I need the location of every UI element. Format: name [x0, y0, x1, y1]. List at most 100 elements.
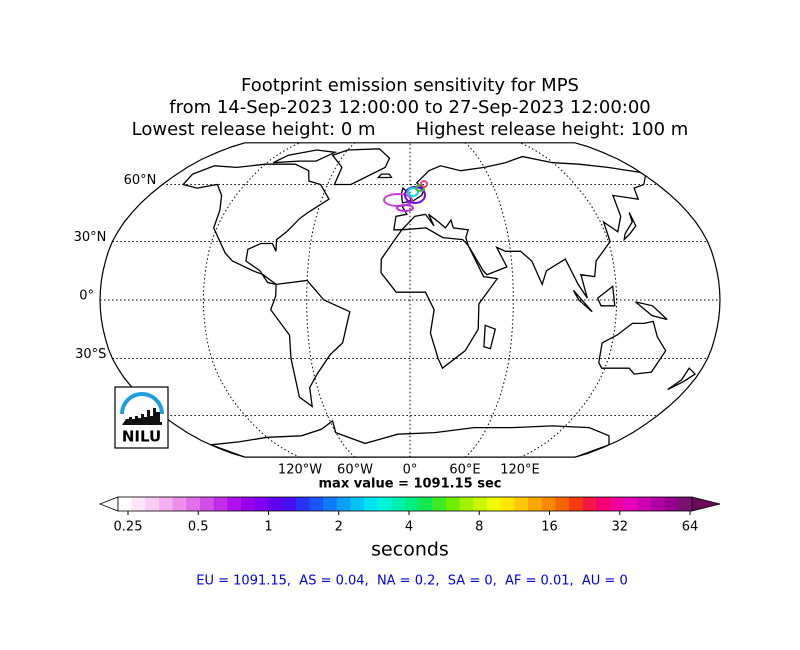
colorbar-segment [500, 497, 515, 511]
land-outline [269, 279, 351, 408]
logo-skyline [122, 408, 162, 425]
colorbar-segment [459, 497, 474, 511]
land-outline [596, 285, 616, 307]
plume-blob [396, 204, 414, 212]
colorbar-segment [309, 497, 324, 511]
title-line: Lowest release height: 0 m Highest relea… [132, 119, 689, 140]
logo-arc [120, 392, 164, 415]
meridian [202, 142, 301, 458]
colorbar-segment [282, 497, 297, 511]
colorbar-segment [610, 497, 625, 511]
colorbar-frame [117, 496, 693, 512]
colorbar-segment [350, 497, 365, 511]
land-outline [272, 149, 338, 164]
colorbar-segment [487, 497, 502, 511]
title-line: Footprint emission sensitivity for MPS [241, 75, 579, 96]
colorbar-tick-label: 64 [682, 520, 699, 535]
land [181, 148, 697, 458]
colorbar-tick-label: 0.5 [188, 520, 209, 535]
colorbar: 0.25 0.5 1 2 4 8 16 32 64 [98, 496, 721, 535]
colorbar-segment [555, 497, 570, 511]
colorbar-segment [473, 497, 488, 511]
colorbar-tick-label: 8 [475, 520, 483, 535]
colorbar-segment [323, 497, 338, 511]
colorbar-segment [131, 497, 146, 511]
colorbar-segment [514, 497, 529, 511]
colorbar-segment [405, 497, 420, 511]
lon-label: 120°W [278, 463, 322, 478]
colorbar-segment [172, 497, 187, 511]
lat-label: 0° [79, 289, 94, 304]
colorbar-segment [651, 497, 666, 511]
plume-blob [407, 187, 419, 197]
colorbar-tick-label: 2 [335, 520, 343, 535]
plume-blob [404, 186, 426, 204]
lat-label: 30°S [75, 347, 106, 362]
lat-label: 60°N [124, 173, 157, 188]
land-outline [380, 227, 499, 370]
land-outline [210, 419, 610, 458]
lat-label: 30°N [74, 230, 107, 245]
map-border [99, 142, 721, 458]
max-value: max value = 1091.15 sec [319, 477, 502, 492]
colorbar-segment [377, 497, 392, 511]
land-outline [393, 155, 647, 299]
summary: EU = 1091.15, AS = 0.04, NA = 0.2, SA = … [196, 574, 627, 589]
plume-blob [420, 180, 428, 188]
land-outline [376, 173, 393, 179]
land-outline [331, 148, 391, 186]
colorbar-segment [213, 497, 228, 511]
lon-label: 60°E [449, 463, 480, 478]
colorbar-segment [200, 497, 215, 511]
lon-label: 0° [403, 463, 418, 478]
meridian [306, 142, 356, 458]
colorbar-segment [391, 497, 406, 511]
colorbar-segment [227, 497, 242, 511]
title-line: from 14-Sep-2023 12:00:00 to 27-Sep-2023… [169, 97, 651, 118]
colorbar-segment [569, 497, 584, 511]
colorbar-segment [336, 497, 351, 511]
lon-label: 60°W [337, 463, 373, 478]
colorbar-segment [637, 497, 652, 511]
land-outline [483, 324, 497, 350]
land-outline [181, 163, 330, 286]
logo-text: NILU [122, 428, 161, 446]
colorbar-segment [254, 497, 269, 511]
colorbar-over [691, 496, 721, 512]
colorbar-tick-label: 32 [611, 520, 628, 535]
meridian [464, 142, 514, 458]
colorbar-segment [418, 497, 433, 511]
colorbar-segment [268, 497, 283, 511]
colorbar-segment [432, 497, 447, 511]
colorbar-tick-label: 1 [264, 520, 272, 535]
colorbar-segment [582, 497, 597, 511]
colorbar-segment [623, 497, 638, 511]
land-outline [572, 289, 593, 313]
plume [383, 180, 428, 212]
colorbar-segment [596, 497, 611, 511]
colorbar-segment [446, 497, 461, 511]
colorbar-tick-label: 4 [405, 520, 413, 535]
lon-label: 120°E [500, 463, 540, 478]
colorbar-segment [145, 497, 160, 511]
colorbar-tick-label: 0.25 [114, 520, 143, 535]
land-outline [635, 301, 668, 321]
colorbar-tick-label: 16 [541, 520, 558, 535]
colorbar-segment [664, 497, 679, 511]
meridian [519, 142, 618, 458]
colorbar-label: seconds [371, 539, 449, 561]
colorbar-segment [528, 497, 543, 511]
colorbar-segment [541, 497, 556, 511]
colorbar-segment [186, 497, 201, 511]
colorbar-segment [159, 497, 174, 511]
land-outline [598, 320, 667, 375]
colorbar-segment [118, 497, 133, 511]
land-outline [623, 212, 637, 242]
colorbar-segment [241, 497, 256, 511]
colorbar-under [98, 496, 119, 512]
colorbar-segment [678, 497, 693, 511]
logo: NILU [114, 386, 169, 449]
land-outline [667, 367, 697, 391]
colorbar-segment [295, 497, 310, 511]
